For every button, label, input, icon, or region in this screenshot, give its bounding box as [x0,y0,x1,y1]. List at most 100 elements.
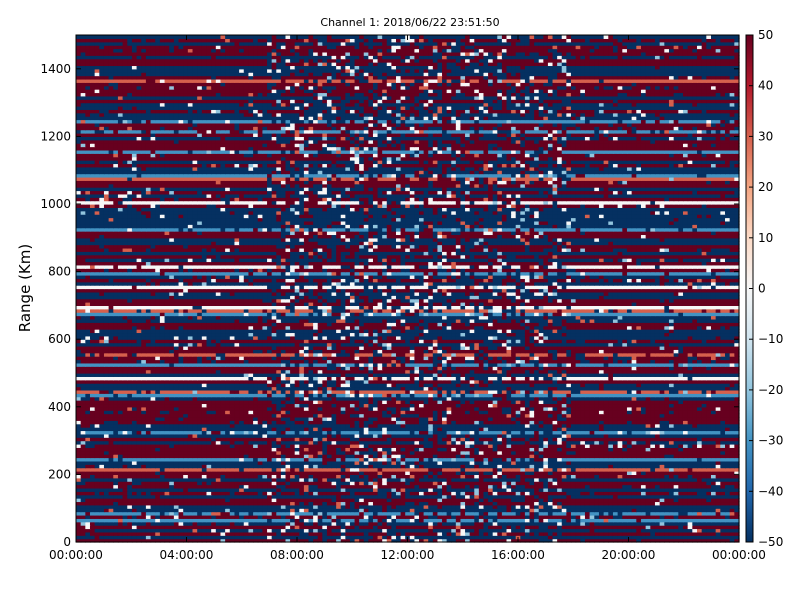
heatmap-cell [89,400,96,405]
heatmap-cell [76,416,82,421]
heatmap-cell [117,447,124,452]
heatmap-cell [131,440,138,445]
heatmap-cell [220,460,226,465]
heatmap-cell [220,504,226,509]
heatmap-cell [257,464,264,469]
heatmap-cell [178,484,184,489]
heatmap-cell [76,481,82,486]
heatmap-cell [103,443,110,448]
heatmap-cell [225,511,231,516]
heatmap-cell [206,447,212,452]
heatmap-cell [243,511,250,516]
heatmap-cell [155,430,161,435]
heatmap-cell [262,403,268,408]
heatmap-cell [150,511,156,516]
heatmap-cell [211,511,217,516]
heatmap-cell [183,460,189,465]
heatmap-cell [89,535,96,540]
heatmap-cell [206,437,212,442]
heatmap-cell [99,400,105,405]
heatmap-cell [239,494,245,499]
heatmap-cell [173,460,180,465]
heatmap-cell [159,454,166,459]
heatmap-cell [215,447,222,452]
heatmap-cell [103,437,110,442]
heatmap-cell [220,487,226,492]
heatmap-cell [159,471,166,475]
heatmap-cell [108,501,114,506]
heatmap-cell [243,528,250,533]
heatmap-cell [150,531,156,536]
heatmap-cell [122,481,128,486]
heatmap-cell [94,440,100,445]
heatmap-cell [215,508,222,513]
heatmap-cell [99,430,105,435]
heatmap-cell [136,491,142,496]
heatmap-cell [243,430,250,435]
heatmap-cell [141,481,147,486]
heatmap-cell [127,406,133,411]
heatmap-cell [164,416,170,421]
heatmap-cell [127,538,133,543]
heatmap-cell [187,410,194,415]
heatmap-cell [99,508,105,513]
heatmap-cell [220,477,226,482]
heatmap-cell [141,467,147,472]
heatmap-cell [211,474,217,479]
heatmap-cell [197,427,203,432]
heatmap-cell [94,406,100,411]
heatmap-cell [113,416,119,421]
heatmap-cell [239,538,245,543]
heatmap-cell [131,443,138,448]
heatmap-cell [141,450,147,455]
heatmap-cell [225,481,231,486]
heatmap-cell [201,521,208,526]
heatmap-cell [215,474,222,479]
heatmap-cell [141,538,147,543]
heatmap-cell [215,535,222,540]
heatmap-cell [243,416,250,421]
heatmap-cell [108,450,114,455]
heatmap-cell [220,433,226,438]
heatmap-cell [253,410,259,415]
heatmap-cell [183,433,189,438]
heatmap-cell [76,484,82,489]
heatmap-cell [192,447,198,452]
heatmap-cell [229,423,236,428]
heatmap-cell [99,416,105,421]
heatmap-cell [229,525,236,530]
heatmap-cell [229,535,236,540]
heatmap-cell [108,457,114,462]
heatmap-cell [197,531,203,536]
heatmap-cell [262,518,268,523]
heatmap-cell [113,454,119,459]
heatmap-cell [127,433,133,438]
heatmap-cell [94,423,100,428]
heatmap-cell [99,443,105,448]
heatmap-cell [89,427,96,432]
heatmap-cell [248,447,254,452]
heatmap-cell [257,491,264,496]
heatmap-cell [80,494,86,499]
heatmap-cell [225,460,231,465]
heatmap-cell [150,535,156,540]
heatmap-cell [164,443,170,448]
heatmap-cell [243,487,250,492]
heatmap-cell [173,474,180,479]
heatmap-cell [127,504,133,509]
heatmap-cell [145,410,152,415]
heatmap-cell [89,403,96,408]
heatmap-cell [85,491,91,496]
heatmap-cell [131,430,138,435]
heatmap-cell [225,464,231,469]
heatmap-cell [164,400,170,405]
heatmap-cell [187,437,194,442]
heatmap-cell [89,521,96,526]
heatmap-cell [145,514,152,519]
heatmap-cell [108,427,114,432]
heatmap-cell [206,413,212,418]
heatmap-cell [85,498,91,503]
heatmap-cell [183,525,189,530]
heatmap-cell [220,450,226,455]
heatmap-cell [201,427,208,432]
